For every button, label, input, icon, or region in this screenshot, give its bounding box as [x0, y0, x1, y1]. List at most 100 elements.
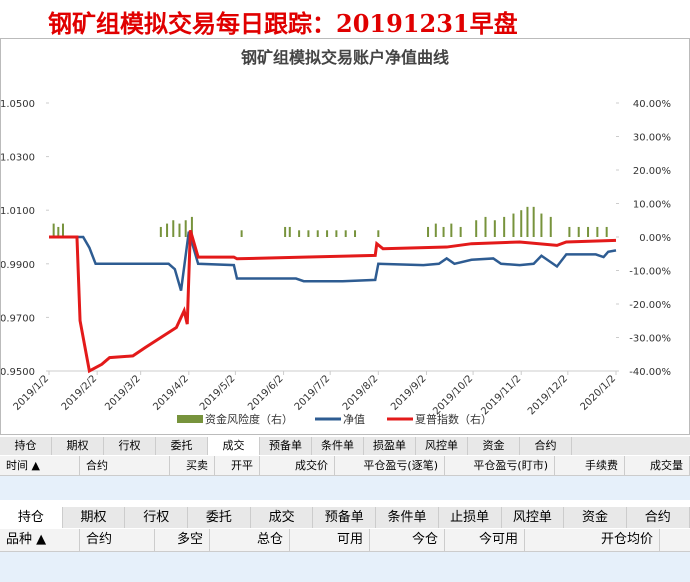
- risk-bar: [577, 226, 580, 237]
- tab[interactable]: 持仓: [0, 437, 52, 455]
- risk-bar: [326, 230, 329, 237]
- x-tick-label: 2019/4/2: [151, 373, 191, 413]
- column-header[interactable]: 手续费: [555, 456, 625, 475]
- x-tick-label: 2019/10/2: [431, 373, 475, 417]
- column-header[interactable]: 合约: [80, 456, 170, 475]
- tab[interactable]: 损盈单: [364, 437, 416, 455]
- risk-bar: [493, 220, 496, 237]
- tab[interactable]: 成交: [251, 507, 314, 528]
- risk-bar: [184, 220, 187, 237]
- x-tick-label: 2020/1/2: [579, 373, 619, 413]
- risk-bar: [532, 206, 535, 237]
- risk-bar: [484, 216, 487, 237]
- y-tick-label: 0.9500: [1, 367, 35, 378]
- tab[interactable]: 行权: [125, 507, 189, 528]
- x-tick-label: 2019/7/2: [293, 373, 333, 413]
- legend-label: 净值: [343, 412, 365, 426]
- risk-bar: [540, 213, 543, 237]
- column-header[interactable]: 品种 ▲: [0, 529, 80, 551]
- tab[interactable]: 预备单: [313, 507, 377, 528]
- risk-bar: [52, 223, 55, 237]
- x-tick-label: 2019/9/2: [389, 373, 429, 413]
- risk-bar: [240, 230, 243, 237]
- risk-bar: [434, 223, 437, 237]
- risk-bar: [587, 226, 590, 237]
- column-header[interactable]: 开仓均价: [525, 529, 660, 551]
- tab[interactable]: 合约: [520, 437, 572, 455]
- column-header[interactable]: 买卖: [170, 456, 215, 475]
- column-header[interactable]: 成交量: [625, 456, 690, 475]
- legend-item: 净值: [315, 412, 365, 426]
- tab[interactable]: 条件单: [376, 507, 439, 528]
- x-tick-label: 2019/6/2: [246, 373, 286, 413]
- x-tick-label: 2019/8/2: [341, 373, 381, 413]
- tab-bar: 持仓 期权 行权 委托 成交 预备单 条件单 止损单 风控单 资金 合约: [0, 507, 690, 528]
- column-header[interactable]: 今仓: [370, 529, 445, 551]
- column-header[interactable]: 成交价: [260, 456, 335, 475]
- risk-bar: [57, 226, 60, 237]
- chart: 钢矿组模拟交易账户净值曲线 0.9500 0.9700 0.9900 1.0100 1.…: [0, 48, 671, 426]
- tab[interactable]: 成交: [208, 437, 260, 455]
- x-tick-label: 2019/2/2: [60, 373, 100, 413]
- column-header[interactable]: 今可用: [445, 529, 525, 551]
- y-tick-label: 0.9700: [1, 313, 35, 324]
- y-tick-label: 0.9900: [1, 260, 35, 271]
- risk-bar: [298, 230, 301, 237]
- tab[interactable]: 条件单: [312, 437, 364, 455]
- column-header[interactable]: 开平: [215, 456, 260, 475]
- tab[interactable]: 期权: [52, 437, 104, 455]
- risk-bar: [459, 226, 462, 237]
- legend-item: 资金风险度（右）: [177, 412, 293, 426]
- series-line: [49, 229, 617, 374]
- risk-bar: [284, 226, 287, 237]
- tab[interactable]: 资金: [468, 437, 520, 455]
- tab[interactable]: 风控单: [416, 437, 468, 455]
- risk-bar: [568, 226, 571, 237]
- tab[interactable]: 资金: [564, 507, 627, 528]
- column-header[interactable]: 平仓盈亏(盯市): [445, 456, 555, 475]
- legend-swatch: [177, 415, 203, 423]
- risk-bar: [377, 230, 380, 237]
- risk-bar: [288, 226, 291, 237]
- risk-bar: [512, 213, 515, 237]
- x-tick-label: 2019/3/2: [103, 373, 143, 413]
- y2-tick-label: 30.00%: [633, 133, 671, 144]
- table-body: [0, 552, 690, 582]
- column-header[interactable]: 平仓盈亏(逐笔): [335, 456, 445, 475]
- risk-bar: [159, 226, 162, 237]
- column-header[interactable]: 合约: [80, 529, 155, 551]
- risk-bar: [190, 216, 193, 237]
- column-header[interactable]: 多空: [155, 529, 210, 551]
- tab[interactable]: 委托: [156, 437, 208, 455]
- column-header[interactable]: 可用: [290, 529, 370, 551]
- risk-bar: [450, 223, 453, 237]
- tab-bar: 持仓 期权 行权 委托 成交 预备单 条件单 损盈单 风控单 资金 合约: [0, 437, 690, 455]
- tab[interactable]: 止损单: [439, 507, 502, 528]
- risk-bar: [316, 230, 319, 237]
- risk-bar: [166, 223, 169, 237]
- y2-tick-label: 0.00%: [639, 233, 671, 244]
- column-header[interactable]: 总仓: [210, 529, 290, 551]
- risk-bar: [503, 216, 506, 237]
- legend-label: 资金风险度（右）: [205, 412, 293, 426]
- chart-box: 钢矿组模拟交易账户净值曲线 0.9500 0.9700 0.9900 1.0100 1.…: [0, 38, 690, 435]
- risk-bar: [178, 223, 181, 237]
- risk-bar: [549, 216, 552, 237]
- x-tick-label: 2019/12/2: [526, 373, 570, 417]
- risk-bar: [605, 226, 608, 237]
- legend-item: 夏普指数（右）: [387, 412, 492, 426]
- risk-bar: [307, 230, 310, 237]
- tab[interactable]: 期权: [63, 507, 126, 528]
- tab[interactable]: 行权: [104, 437, 156, 455]
- tab[interactable]: 风控单: [502, 507, 565, 528]
- tab[interactable]: 预备单: [260, 437, 312, 455]
- table-header: 品种 ▲ 合约 多空 总仓 可用 今仓 今可用 开仓均价: [0, 529, 690, 552]
- tab[interactable]: 持仓: [0, 507, 63, 528]
- y2-tick-label: 20.00%: [633, 166, 671, 177]
- column-header[interactable]: 时间 ▲: [0, 456, 80, 475]
- tab[interactable]: 委托: [188, 507, 251, 528]
- legend-label: 夏普指数（右）: [415, 412, 492, 426]
- series-line: [49, 231, 617, 291]
- x-tick-label: 2019/1/2: [12, 373, 52, 413]
- tab[interactable]: 合约: [627, 507, 690, 528]
